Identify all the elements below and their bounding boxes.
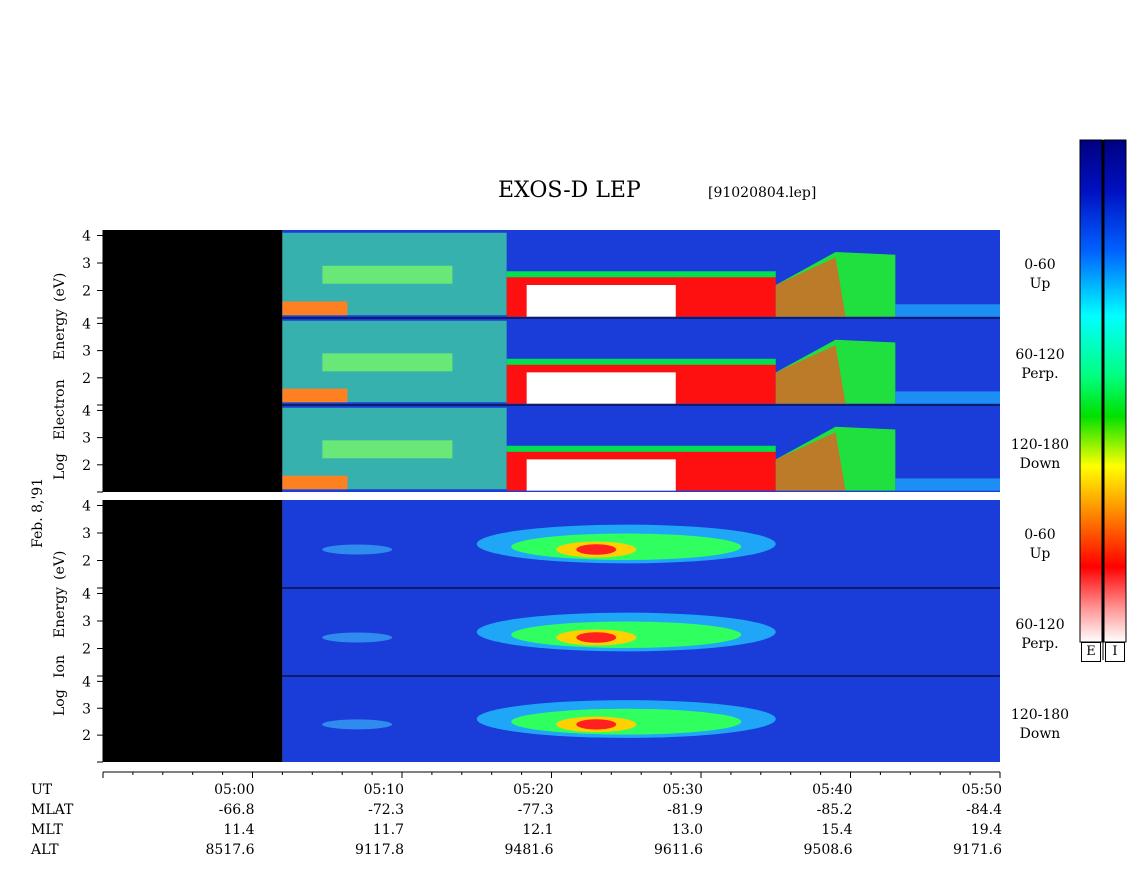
panel-1-late-tail [895, 391, 1000, 404]
orbit-label-mlat: MLAT [31, 802, 74, 818]
panel-1-green-edge [506, 358, 776, 365]
orbit-mlat-3: -81.9 [667, 802, 703, 818]
panel-0-late-red [775, 257, 846, 317]
orbit-mlt-2: 12.1 [522, 822, 554, 838]
ion-ylabel-unit: (eV) [52, 550, 68, 580]
panel-0-ytick-label-2: 2 [82, 284, 91, 300]
panel-0-early-band [322, 265, 453, 284]
orbit-mlt-1: 11.7 [372, 822, 404, 838]
panel-5-ytick-label-3: 3 [82, 701, 91, 717]
orbit-mlt-5: 19.4 [970, 822, 1002, 838]
panel-1-early-low [282, 388, 348, 403]
orbit-ut-1: 05:10 [363, 782, 404, 798]
chart-title: EXOS-D LEP [498, 178, 641, 203]
panel-label-i-down: 120-180 Down [1010, 707, 1070, 742]
orbit-mlat-0: -66.8 [218, 802, 255, 818]
orbit-mlat-1: -72.3 [368, 802, 404, 818]
orbit-mlat-2: -77.3 [517, 802, 554, 818]
panel-4-ytick-label-3: 3 [82, 614, 91, 630]
panel-3-nodata [103, 500, 283, 588]
panel-label-i-perp: 60-120 Perp. [1015, 617, 1065, 652]
orbit-mlt-0: 11.4 [223, 822, 255, 838]
orbit-mlat-4: -85.2 [816, 802, 853, 818]
panel-1-late-red [775, 345, 846, 404]
panel-4-ytick-label-4: 4 [82, 587, 91, 603]
panel-5-ytick-label-4: 4 [82, 674, 91, 690]
panel-2-ytick-label-2: 2 [82, 458, 91, 474]
panel-0-early-low [282, 301, 348, 316]
panel-label-i-up: 0-60 Up [1024, 527, 1056, 562]
orbit-mlt-4: 15.4 [821, 822, 853, 838]
electron-ylabel-unit: (eV) [52, 272, 68, 302]
orbit-mlt-3: 13.0 [671, 822, 703, 838]
panel-2-white-core [526, 459, 676, 491]
panel-3-ytick-label-3: 3 [82, 526, 91, 542]
electron-ylabel-species: Electron [52, 379, 68, 440]
orbit-mlat-5: -84.4 [966, 802, 1002, 818]
orbit-label-alt: ALT [31, 842, 59, 858]
colorbar-electron [1079, 139, 1103, 643]
panel-5-ion-early [322, 719, 393, 730]
panel-1-white-core [526, 372, 676, 404]
panel-2-ytick-label-4: 4 [82, 403, 91, 419]
electron-ylabel-log: Log [52, 453, 68, 480]
orbit-ut-4: 05:40 [812, 782, 853, 798]
electron-ylabel-energy: Energy [52, 308, 68, 360]
orbit-label-mlt: MLT [31, 822, 63, 838]
panel-2-late-tail [895, 478, 1000, 491]
orbit-alt-1: 9117.8 [355, 842, 404, 858]
colorbar-label-ion: I [1105, 642, 1125, 662]
panel-label-e-perp: 60-120 Perp. [1015, 347, 1065, 382]
panel-0-ytick-label-3: 3 [82, 256, 91, 272]
orbit-alt-0: 8517.6 [205, 842, 255, 858]
ion-ylabel-log: Log [52, 689, 68, 716]
panel-3-ion-red [576, 544, 617, 555]
panel-0-ytick-label-4: 4 [82, 229, 91, 245]
panel-0-green-edge [506, 271, 776, 278]
panel-label-e-down: 120-180 Down [1010, 437, 1070, 472]
orbit-alt-3: 9611.6 [654, 842, 703, 858]
panel-3-ytick-label-2: 2 [82, 554, 91, 570]
date-label: Feb. 8,'91 [30, 477, 46, 548]
orbit-ut-2: 05:20 [513, 782, 554, 798]
colorbar-ion [1103, 139, 1127, 643]
panel-4-ion-early [322, 632, 393, 643]
panel-2-ytick-label-3: 3 [82, 431, 91, 447]
file-name: [91020804.lep] [708, 185, 817, 201]
ion-ylabel-species: Ion [52, 655, 68, 678]
orbit-ut-3: 05:30 [662, 782, 703, 798]
orbit-label-ut: UT [31, 782, 53, 798]
panel-4-ytick-label-2: 2 [82, 642, 91, 658]
panel-5-ion-red [576, 719, 617, 730]
panel-1-nodata [103, 318, 283, 405]
panel-2-early-band [322, 440, 453, 459]
panel-3-ion-early [322, 544, 393, 555]
ion-ylabel-energy: Energy [52, 586, 68, 638]
panel-2-nodata [103, 405, 283, 492]
panel-2-green-edge [506, 445, 776, 452]
orbit-alt-2: 9481.6 [504, 842, 554, 858]
panel-1-ytick-label-2: 2 [82, 371, 91, 387]
panel-4-nodata [103, 588, 283, 676]
panel-3-ytick-label-4: 4 [82, 499, 91, 515]
orbit-alt-5: 9171.6 [953, 842, 1002, 858]
panel-1-early-band [322, 353, 453, 372]
panel-5-nodata [103, 676, 283, 762]
panel-0-white-core [526, 285, 676, 317]
panel-1-ytick-label-3: 3 [82, 344, 91, 360]
panel-0-nodata [103, 230, 283, 318]
panel-4-ion-red [576, 632, 617, 643]
panel-label-e-up: 0-60 Up [1024, 257, 1056, 292]
panel-5-ytick-label-2: 2 [82, 728, 91, 744]
panel-2-late-red [775, 432, 846, 491]
panel-1-ytick-label-4: 4 [82, 316, 91, 332]
orbit-ut-0: 05:00 [214, 782, 255, 798]
panel-0-late-tail [895, 304, 1000, 317]
colorbar-label-electron: E [1081, 642, 1101, 662]
orbit-ut-5: 05:50 [961, 782, 1002, 798]
panel-2-early-low [282, 475, 348, 490]
orbit-alt-4: 9508.6 [803, 842, 853, 858]
